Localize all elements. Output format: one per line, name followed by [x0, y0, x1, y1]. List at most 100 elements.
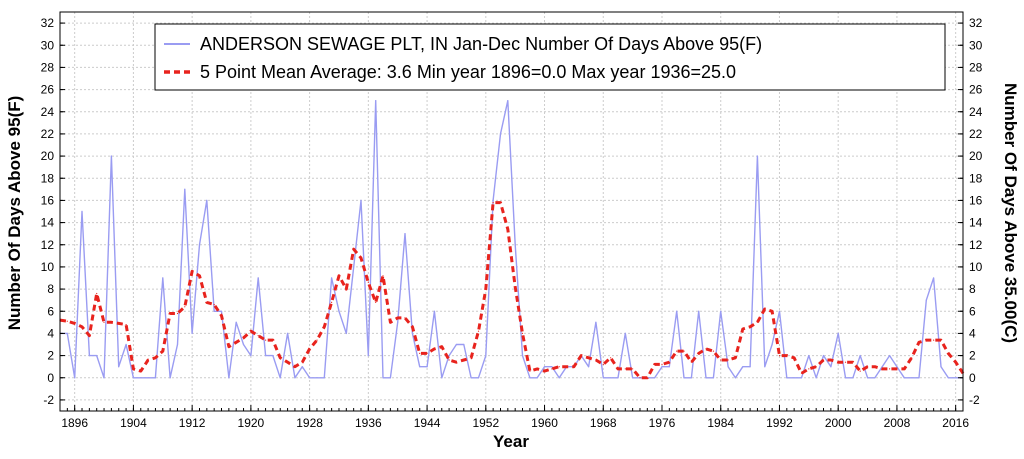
annual-point: [213, 310, 215, 312]
annual-point: [162, 277, 164, 279]
legend-label-mean: 5 Point Mean Average: 3.6 Min year 1896=…: [200, 62, 736, 82]
x-tick-label: 1944: [414, 416, 441, 430]
y-tick-label-right: 10: [969, 260, 983, 274]
mean-point: [441, 346, 443, 348]
mean-point: [66, 320, 68, 322]
annual-point: [543, 366, 546, 368]
annual-point: [132, 377, 134, 379]
annual-point: [507, 100, 509, 102]
mean-point: [389, 321, 391, 323]
annual-point: [595, 321, 597, 323]
annual-point: [198, 244, 201, 246]
annual-point: [279, 377, 281, 379]
annual-point: [184, 188, 186, 190]
mean-point: [889, 368, 891, 370]
mean-point: [668, 361, 670, 363]
mean-point: [588, 357, 590, 359]
annual-point: [947, 377, 949, 379]
mean-point: [566, 366, 568, 368]
annual-point: [749, 366, 751, 368]
annual-point: [353, 266, 355, 268]
mean-point: [81, 326, 83, 328]
y-tick-label-left: 24: [41, 105, 55, 119]
annual-point: [859, 355, 861, 357]
legend: ANDERSON SEWAGE PLT, IN Jan-Dec Number O…: [154, 23, 946, 91]
y-tick-label-right: 16: [969, 193, 983, 207]
mean-point: [397, 317, 399, 319]
x-tick-label: 1928: [296, 416, 323, 430]
annual-point: [903, 377, 905, 379]
annual-point: [690, 377, 693, 379]
y-tick-label-right: 14: [969, 216, 983, 230]
mean-point: [213, 304, 215, 306]
mean-point: [551, 368, 553, 370]
y-tick-label-right: 20: [969, 149, 983, 163]
mean-point: [206, 301, 208, 303]
annual-point: [441, 377, 443, 379]
annual-point: [88, 355, 90, 357]
annual-point: [889, 355, 891, 357]
mean-point: [867, 366, 869, 368]
x-tick-label: 1912: [179, 416, 206, 430]
y-tick-label-left: 12: [41, 238, 55, 252]
annual-point: [624, 332, 626, 334]
annual-point: [815, 377, 817, 379]
annual-point: [698, 310, 700, 312]
annual-point: [345, 332, 347, 334]
mean-point: [257, 335, 259, 337]
annual-point: [793, 377, 795, 379]
annual-point: [918, 377, 920, 379]
annual-point: [191, 332, 193, 334]
annual-point: [477, 377, 480, 379]
mean-point: [279, 357, 281, 359]
annual-point: [242, 343, 245, 346]
y-tick-label-left: 18: [41, 171, 55, 185]
y-tick-label-left: 10: [41, 260, 55, 274]
mean-point: [419, 352, 421, 354]
x-axis-title: Year: [493, 432, 529, 451]
mean-point: [492, 202, 494, 204]
mean-point: [110, 321, 112, 323]
mean-point: [764, 308, 766, 310]
mean-point: [147, 359, 149, 361]
x-tick-label: 1968: [590, 416, 617, 430]
y-tick-label-right: 2: [969, 349, 976, 363]
annual-point: [632, 377, 634, 379]
y-tick-label-right: 22: [969, 127, 983, 141]
annual-point: [448, 355, 450, 357]
annual-point: [852, 377, 854, 379]
annual-point: [206, 199, 208, 201]
annual-point: [727, 366, 729, 368]
annual-point: [309, 377, 311, 379]
annual-point: [433, 310, 435, 312]
mean-point: [705, 348, 707, 350]
mean-point: [323, 326, 325, 328]
mean-point: [521, 332, 524, 334]
annual-point: [844, 377, 847, 379]
y-tick-label-left: 28: [41, 60, 55, 74]
mean-point: [690, 361, 693, 363]
mean-point: [771, 310, 773, 312]
mean-point: [294, 366, 296, 368]
mean-point: [940, 339, 942, 341]
annual-point: [764, 366, 766, 368]
annual-point: [514, 244, 516, 246]
mean-point: [367, 281, 369, 283]
mean-point: [499, 202, 502, 204]
annual-point: [617, 377, 619, 379]
mean-point: [463, 359, 465, 361]
annual-point: [96, 355, 98, 357]
annual-point: [536, 377, 538, 379]
annual-point: [301, 366, 303, 368]
legend-box: [154, 23, 946, 91]
mean-point: [272, 339, 274, 341]
mean-point: [220, 315, 223, 317]
y-tick-label-right: 24: [969, 105, 983, 119]
y-tick-label-left: 0: [47, 371, 54, 385]
annual-point: [265, 355, 267, 357]
annual-point: [323, 377, 325, 379]
mean-point: [235, 341, 237, 343]
mean-point: [947, 352, 949, 354]
annual-point: [220, 310, 223, 312]
